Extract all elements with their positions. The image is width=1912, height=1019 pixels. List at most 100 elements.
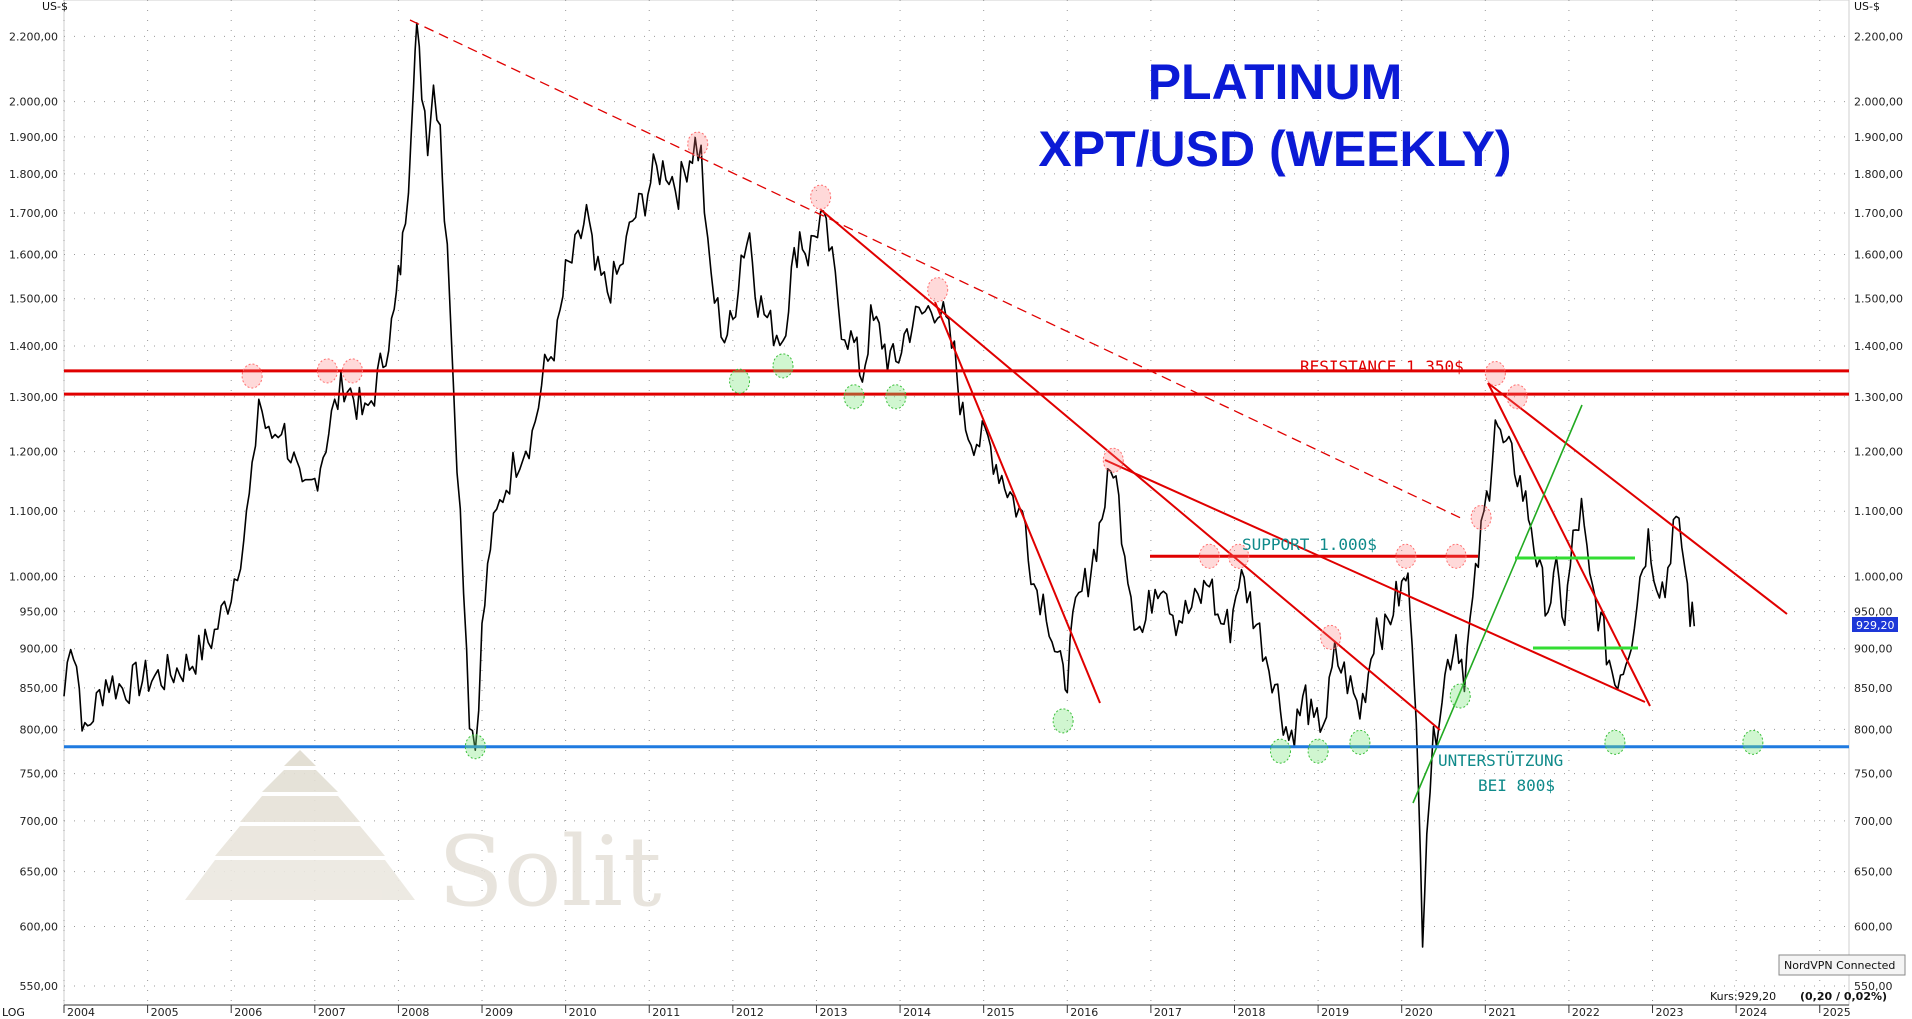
y-tick-label-left: 1.300,00 (9, 391, 58, 404)
x-tick-label: 2007 (318, 1006, 346, 1019)
downtrend-line-2013 (819, 208, 1441, 731)
y-tick-label-right: 1.800,00 (1854, 168, 1903, 181)
support-marker (1052, 708, 1074, 734)
resistance-marker (241, 363, 263, 389)
resistance-marker (316, 358, 338, 384)
support-marker (729, 368, 751, 394)
left-unit-label: US-$ (42, 0, 68, 13)
resistance-marker (1198, 543, 1220, 569)
y-axis-left: 550,00 600,00 650,00 700,00 750,00 800,00 850,… (9, 30, 58, 993)
y-tick-label-left: 1.400,00 (9, 340, 58, 353)
x-tick-label: 2010 (569, 1006, 597, 1019)
resistance-marker (1228, 543, 1250, 569)
vpn-badge[interactable] (1778, 954, 1906, 976)
support-marker (772, 353, 794, 379)
y-tick-label-right: 1.700,00 (1854, 207, 1903, 220)
y-tick-label-right: 1.900,00 (1854, 131, 1903, 144)
support-marker (1449, 683, 1471, 709)
y-tick-label-right: 1.200,00 (1854, 446, 1903, 459)
long-term-downtrend-dashed (409, 19, 1466, 521)
y-tick-label-right: 650,00 (1854, 866, 1893, 879)
y-tick-label-left: 1.800,00 (9, 168, 58, 181)
x-tick-label: 2023 (1656, 1006, 1684, 1019)
y-tick-label-left: 1.000,00 (9, 571, 58, 584)
logo-text: Solit (438, 816, 662, 928)
y-tick-label-left: 1.700,00 (9, 207, 58, 220)
x-tick-label: 2020 (1405, 1006, 1433, 1019)
resistance-marker (1102, 447, 1124, 473)
y-tick-label-right: 2.000,00 (1854, 96, 1903, 109)
resistance-marker (1506, 384, 1528, 410)
y-tick-label-right: 950,00 (1854, 606, 1893, 619)
solit-logo: Solit (185, 750, 662, 928)
x-axis: 2004 2005 2006 2007 2008 2009 2010 2011 2012 2013… (63, 1005, 1851, 1019)
y-tick-label-left: 750,00 (20, 768, 59, 781)
y-axis-right: 550,00 600,00 650,00 700,00 750,00 800,00 850,… (1854, 30, 1903, 993)
resistance-marker (1320, 624, 1342, 650)
y-tick-label-left: 950,00 (20, 606, 59, 619)
x-tick-label: 2024 (1739, 1006, 1767, 1019)
resistance-marker (927, 277, 949, 303)
x-tick-label: 2025 (1823, 1006, 1851, 1019)
y-tick-label-right: 1.000,00 (1854, 571, 1903, 584)
downtrend-line-2014 (934, 301, 1101, 704)
support-marker (1269, 738, 1291, 764)
resistance-marker (810, 184, 832, 210)
chart-title: PLATINUM (1148, 54, 1403, 110)
x-tick-label: 2012 (736, 1006, 764, 1019)
x-tick-label: 2019 (1321, 1006, 1349, 1019)
downtrend-line-2021a (1487, 382, 1651, 707)
x-tick-label: 2014 (903, 1006, 931, 1019)
y-tick-label-left: 900,00 (20, 643, 59, 656)
support-marker (1742, 729, 1764, 755)
y-tick-label-left: 2.200,00 (9, 30, 58, 43)
downtrend-line-2016 (1104, 459, 1646, 703)
resistance-marker (1484, 360, 1506, 386)
resistance-marker (687, 131, 709, 157)
log-scale-label: LOG (2, 1006, 25, 1019)
y-tick-label-right: 600,00 (1854, 920, 1893, 933)
y-tick-label-right: 900,00 (1854, 643, 1893, 656)
unterstuetzung-label-line1: UNTERSTÜTZUNG (1438, 751, 1563, 770)
y-tick-label-left: 650,00 (20, 866, 59, 879)
y-tick-label-right: 550,00 (1854, 980, 1893, 993)
support-marker (464, 734, 486, 760)
y-tick-label-right: 750,00 (1854, 768, 1893, 781)
resistance-markers (241, 131, 1528, 650)
uptrend-line-green (1412, 404, 1583, 804)
last-price-label: 929,20 (1856, 619, 1895, 632)
unterstuetzung-label-line2: BEI 800$ (1478, 776, 1555, 795)
price-series-line (63, 22, 1696, 948)
kurs-value: Kurs:929,20 (1710, 990, 1776, 1003)
support-markers (464, 353, 1764, 764)
y-tick-label-left: 850,00 (20, 682, 59, 695)
y-tick-label-right: 1.500,00 (1854, 293, 1903, 306)
resistance-marker (341, 358, 363, 384)
x-tick-label: 2009 (485, 1006, 513, 1019)
support-marker (843, 384, 865, 410)
right-unit-label: US-$ (1854, 0, 1880, 13)
y-tick-label-left: 1.100,00 (9, 505, 58, 518)
x-tick-label: 2021 (1488, 1006, 1516, 1019)
x-tick-label: 2008 (401, 1006, 429, 1019)
y-tick-label-right: 850,00 (1854, 682, 1893, 695)
x-tick-label: 2015 (987, 1006, 1015, 1019)
x-tick-label: 2005 (151, 1006, 179, 1019)
downtrend-line-2021b (1487, 382, 1788, 615)
support-marker (1307, 738, 1329, 764)
y-tick-label-left: 1.500,00 (9, 293, 58, 306)
chart-subtitle: XPT/USD (WEEKLY) (1038, 121, 1511, 177)
last-price-box (1852, 617, 1898, 632)
x-tick-label: 2018 (1237, 1006, 1265, 1019)
y-tick-label-right: 2.200,00 (1854, 30, 1903, 43)
y-tick-label-left: 550,00 (20, 980, 59, 993)
y-tick-label-left: 600,00 (20, 920, 59, 933)
support-label: SUPPORT 1.000$ (1242, 535, 1377, 554)
y-tick-label-left: 1.200,00 (9, 446, 58, 459)
support-marker (885, 384, 907, 410)
x-tick-label: 2017 (1154, 1006, 1182, 1019)
support-marker (1604, 729, 1626, 755)
trendlines (409, 19, 1788, 804)
resistance-marker (1395, 543, 1417, 569)
